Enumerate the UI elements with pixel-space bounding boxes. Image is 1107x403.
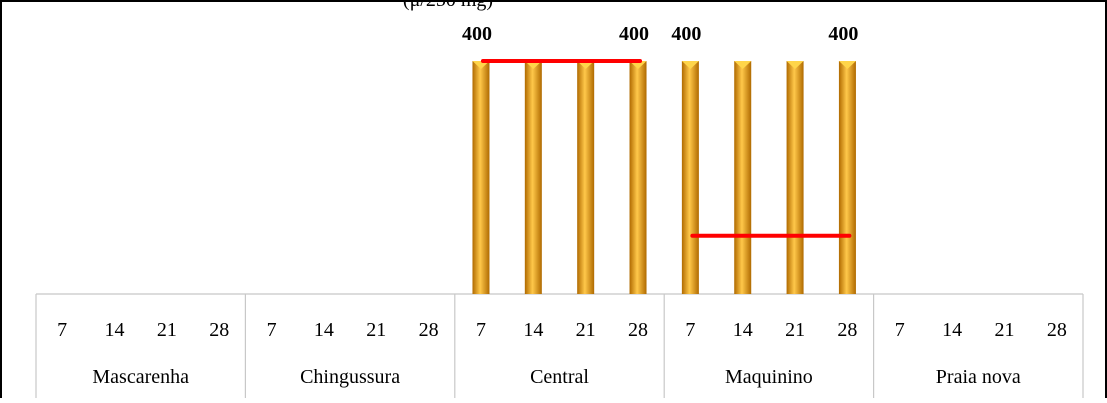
x-tick-label: 21 <box>785 319 805 341</box>
x-tick-label: 21 <box>157 319 177 341</box>
bar-layer <box>472 61 856 294</box>
bar-cap <box>786 61 804 69</box>
x-tick-label: 14 <box>942 319 962 341</box>
data-label: 400 <box>462 23 492 45</box>
x-tick-label: 28 <box>628 319 648 341</box>
x-tick-label: 28 <box>209 319 229 341</box>
x-tick-label: 21 <box>994 319 1014 341</box>
data-label: 400 <box>671 23 701 45</box>
bar <box>524 61 542 294</box>
bar <box>734 61 752 294</box>
axis-layer: 7 14 21 28 Mascarenha 7 14 21 28 Chingussura 7 14 21… <box>35 293 1084 398</box>
x-tick-label: 28 <box>419 319 439 341</box>
x-tick-label: 7 <box>685 319 695 341</box>
bar <box>838 61 856 294</box>
x-tick-label: 14 <box>523 319 543 341</box>
bar <box>681 61 699 294</box>
x-tick-label: 21 <box>576 319 596 341</box>
data-label: 400 <box>619 23 649 45</box>
x-tick-label: 14 <box>314 319 334 341</box>
x-tick-label: 7 <box>57 319 67 341</box>
bar-cap <box>681 61 699 69</box>
category-label: Praia nova <box>936 366 1021 388</box>
x-tick-label: 14 <box>733 319 753 341</box>
x-tick-label: 28 <box>837 319 857 341</box>
bar <box>629 61 647 294</box>
x-tick-label: 28 <box>1047 319 1067 341</box>
bar-cap <box>734 61 752 69</box>
category-label: Chingussura <box>300 366 400 388</box>
bar <box>472 61 490 294</box>
data-label: 400 <box>828 23 858 45</box>
bar-cap <box>838 61 856 69</box>
category-label: Mascarenha <box>92 366 189 388</box>
header-fragment: (μ/250 mg) <box>403 0 493 11</box>
label-layer: 400 400 400 400 <box>462 23 858 45</box>
reference-line-layer <box>480 59 852 238</box>
x-tick-label: 7 <box>267 319 277 341</box>
bar <box>577 61 595 294</box>
x-tick-label: 21 <box>366 319 386 341</box>
bar <box>786 61 804 294</box>
x-tick-label: 14 <box>105 319 125 341</box>
x-tick-label: 7 <box>476 319 486 341</box>
x-tick-label: 7 <box>895 319 905 341</box>
category-label: Central <box>530 366 589 388</box>
category-label: Maquinino <box>725 366 813 388</box>
